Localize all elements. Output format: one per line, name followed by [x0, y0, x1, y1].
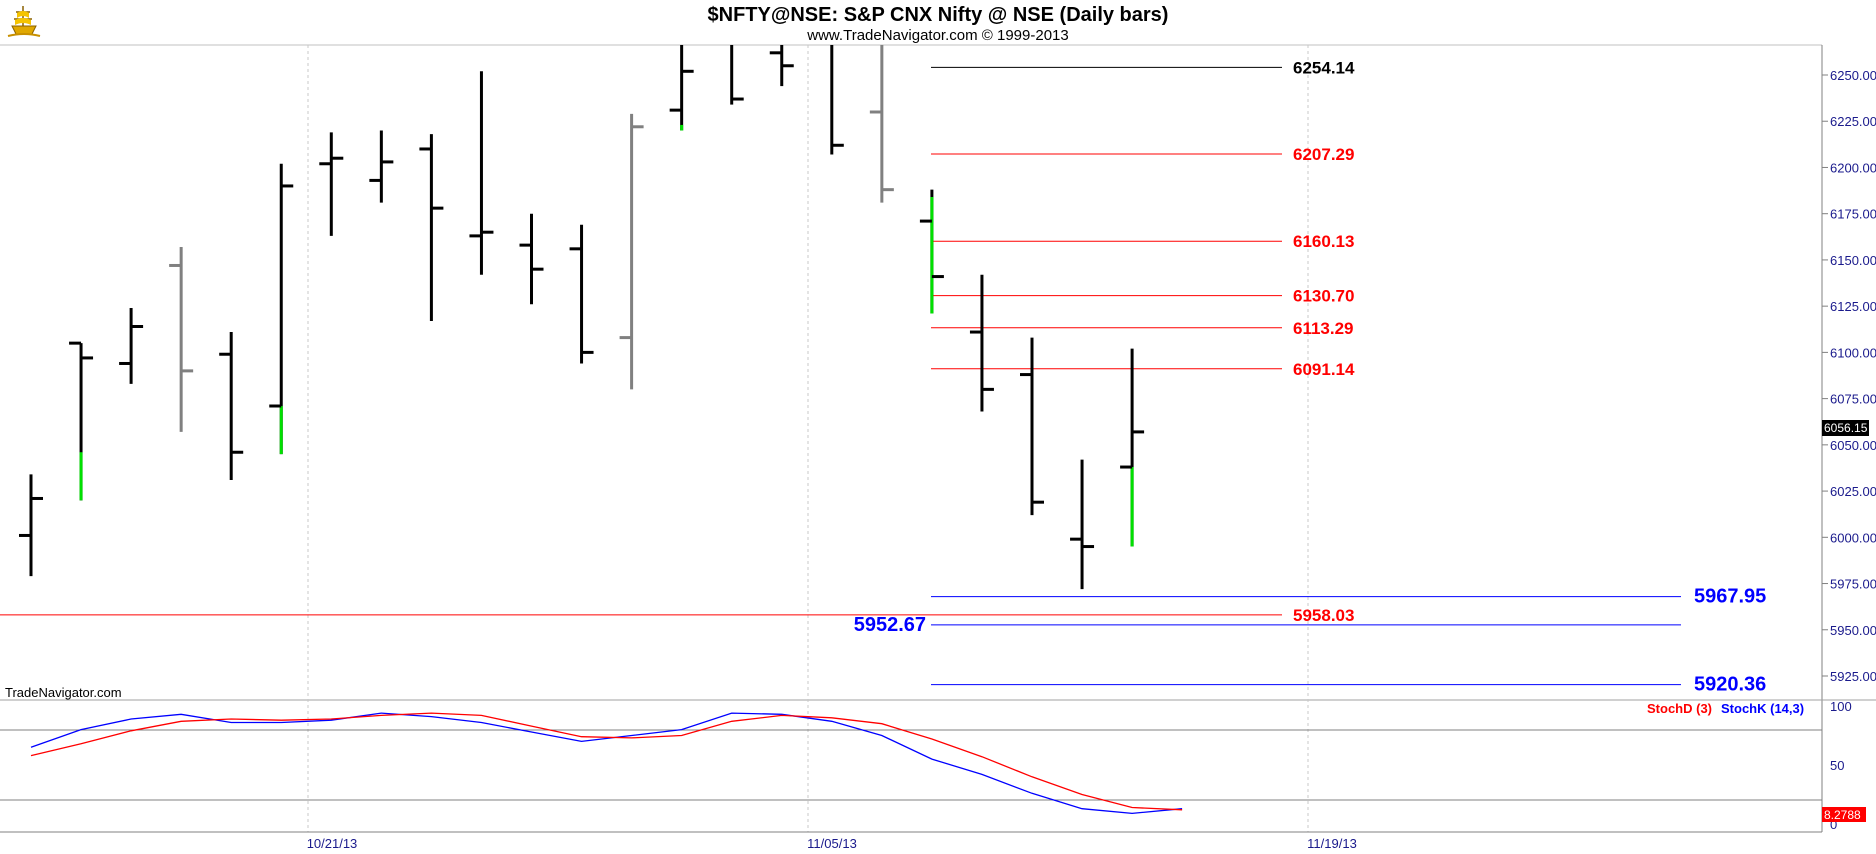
price-tick-label: 6250.00 — [1830, 68, 1876, 83]
current-price-marker: 6056.15 — [1822, 420, 1869, 436]
price-tick-label: 6125.00 — [1830, 299, 1876, 314]
date-axis: 10/21/13 11/05/13 11/19/13 — [307, 836, 1357, 851]
stochd-line — [30, 712, 1183, 811]
price-tick-label: 5950.00 — [1830, 623, 1876, 638]
price-tick-label: 6175.00 — [1830, 207, 1876, 222]
level-label: 6130.70 — [1293, 287, 1354, 306]
price-axis: 6250.00 6225.00 6200.00 6175.00 6150.00 6125.… — [1822, 68, 1876, 684]
price-tick-label: 6200.00 — [1830, 160, 1876, 175]
price-tick-label: 6075.00 — [1830, 392, 1876, 407]
level-lines: 6254.14 6207.29 6160.13 6130.70 6113.29 6091.… — [0, 58, 1766, 696]
legend-stochk: StochK (14,3) — [1721, 701, 1804, 716]
level-label: 5958.03 — [1293, 606, 1354, 625]
level-label: 6207.29 — [1293, 145, 1354, 164]
price-bars — [19, 45, 1145, 590]
stochastic-axis: 100 50 0 — [1830, 699, 1852, 832]
level-label: 6091.14 — [1293, 360, 1355, 379]
stoch-current-marker: 8.2788 — [1822, 807, 1866, 822]
level-label: 6160.13 — [1293, 232, 1354, 251]
stoch-tick-label: 50 — [1830, 758, 1844, 773]
date-gridlines — [307, 45, 1309, 832]
chart-title: $NFTY@NSE: S&P CNX Nifty @ NSE (Daily ba… — [708, 4, 1169, 26]
date-tick-label: 11/05/13 — [807, 836, 857, 851]
price-tick-label: 5975.00 — [1830, 577, 1876, 592]
level-label: 6254.14 — [1293, 58, 1355, 77]
level-label: 5920.36 — [1694, 674, 1766, 696]
level-label: 6113.29 — [1293, 319, 1354, 338]
sailing-ship-icon — [7, 6, 41, 37]
price-tick-label: 6025.00 — [1830, 484, 1876, 499]
level-label: 5967.95 — [1694, 586, 1766, 608]
stochastic-lines — [30, 712, 1183, 815]
stoch-current-label: 8.2788 — [1824, 808, 1861, 822]
stoch-tick-label: 0 — [1830, 817, 1837, 832]
price-tick-label: 6050.00 — [1830, 438, 1876, 453]
stochastic-panel — [0, 729, 1822, 801]
date-tick-label: 11/19/13 — [1307, 836, 1357, 851]
current-price-label: 6056.15 — [1824, 421, 1868, 435]
watermark: TradeNavigator.com — [5, 685, 122, 700]
price-tick-label: 6225.00 — [1830, 114, 1876, 129]
price-tick-label: 6150.00 — [1830, 253, 1876, 268]
price-tick-label: 6000.00 — [1830, 530, 1876, 545]
date-tick-label: 10/21/13 — [307, 836, 358, 851]
price-panel — [0, 44, 1876, 832]
stoch-tick-label: 100 — [1830, 699, 1852, 714]
stochk-line — [30, 712, 1183, 815]
chart-subtitle: www.TradeNavigator.com © 1999-2013 — [806, 27, 1068, 44]
legend-stochd: StochD (3) — [1647, 701, 1712, 716]
price-tick-label: 5925.00 — [1830, 669, 1876, 684]
level-label: 5952.67 — [854, 614, 926, 636]
price-tick-label: 6100.00 — [1830, 345, 1876, 360]
